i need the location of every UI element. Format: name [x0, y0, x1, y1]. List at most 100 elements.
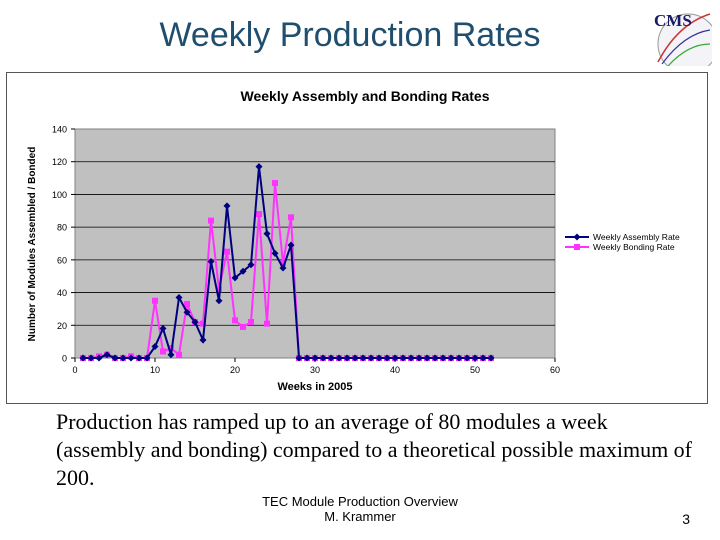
data-point: [431, 354, 439, 362]
data-point: [264, 320, 270, 327]
data-point: [208, 217, 214, 224]
x-axis-label: Weeks in 2005: [277, 381, 352, 393]
data-point: [351, 354, 359, 362]
data-point: [263, 230, 271, 238]
y-tick-label: 140: [52, 125, 67, 135]
data-point: [256, 211, 262, 218]
data-point: [319, 354, 327, 362]
x-tick-label: 20: [230, 365, 240, 375]
data-point: [280, 260, 286, 267]
gridlines: [75, 161, 555, 326]
x-tick-label: 0: [72, 365, 77, 375]
legend-label: Weekly Assembly Rate: [593, 232, 680, 242]
y-axis-label: Number of Modules Assembled / Bonded: [27, 147, 38, 342]
data-point: [167, 351, 175, 359]
data-point: [279, 264, 287, 272]
data-point: [407, 354, 415, 362]
data-point: [151, 343, 159, 351]
x-tick-label: 10: [150, 365, 160, 375]
data-point: [255, 163, 263, 171]
y-tick-label: 20: [57, 321, 67, 331]
chart-title: Weekly Assembly and Bonding Rates: [241, 88, 490, 104]
data-point: [127, 354, 135, 362]
data-point: [224, 248, 230, 255]
data-point: [119, 354, 127, 362]
data-point: [103, 351, 111, 359]
data-point: [375, 354, 383, 362]
data-point: [240, 323, 246, 330]
y-tick-label: 60: [57, 255, 67, 265]
footer-title: TEC Module Production Overview: [262, 494, 458, 509]
cms-logo: CMS: [648, 4, 719, 75]
data-point: [303, 354, 311, 362]
footer: TEC Module Production Overview M. Kramme…: [230, 494, 490, 524]
data-point: [87, 354, 95, 362]
data-point: [455, 354, 463, 362]
data-point: [199, 336, 207, 344]
legend-marker: [574, 244, 580, 250]
data-point: [287, 241, 295, 249]
data-point: [391, 354, 399, 362]
x-tick-label: 50: [470, 365, 480, 375]
data-point: [248, 319, 254, 326]
y-tick-label: 0: [62, 354, 67, 364]
data-point: [288, 214, 294, 221]
data-point: [152, 297, 158, 304]
series-assembly: [79, 163, 495, 362]
legend-marker: [573, 233, 581, 241]
data-point: [463, 354, 471, 362]
data-point: [487, 354, 495, 362]
page-number: 3: [682, 511, 690, 527]
data-point: [175, 293, 183, 301]
data-point: [143, 354, 151, 362]
legend-label: Weekly Bonding Rate: [593, 242, 675, 252]
data-point: [111, 354, 119, 362]
data-point: [335, 354, 343, 362]
data-point: [200, 320, 206, 327]
data-point: [231, 274, 239, 282]
data-point: [479, 354, 487, 362]
data-point: [367, 354, 375, 362]
series-layer: [79, 163, 495, 362]
data-point: [95, 354, 103, 362]
data-point: [183, 308, 191, 316]
data-point: [471, 354, 479, 362]
body-text: Production has ramped up to an average o…: [56, 409, 693, 490]
data-point: [415, 354, 423, 362]
data-point: [439, 354, 447, 362]
data-point: [423, 354, 431, 362]
data-point: [383, 354, 391, 362]
line-chart: Weekly Assembly and Bonding Rates 0 20 40 6…: [27, 88, 680, 393]
y-axis-ticks: 0 20 40 60 80 100 120 140: [52, 125, 75, 364]
data-point: [247, 261, 255, 269]
data-point: [215, 297, 223, 305]
data-point: [159, 325, 167, 333]
data-point: [176, 351, 182, 358]
data-point: [311, 354, 319, 362]
y-tick-label: 80: [57, 223, 67, 233]
data-point: [327, 354, 335, 362]
data-point: [271, 249, 279, 257]
chart-frame: Weekly Assembly and Bonding Rates 0 20 40 6…: [6, 72, 708, 404]
series-line: [83, 166, 491, 359]
data-point: [135, 354, 143, 362]
y-tick-label: 100: [52, 190, 67, 200]
data-point: [295, 354, 303, 362]
x-tick-label: 30: [310, 365, 320, 375]
data-point: [399, 354, 407, 362]
data-point: [359, 354, 367, 362]
data-point: [207, 257, 215, 265]
data-point: [160, 348, 166, 355]
data-point: [239, 267, 247, 275]
slide-title: Weekly Production Rates: [159, 16, 541, 54]
data-point: [184, 301, 190, 308]
data-point: [447, 354, 455, 362]
y-tick-label: 40: [57, 288, 67, 298]
x-tick-label: 40: [390, 365, 400, 375]
data-point: [223, 202, 231, 210]
data-point: [191, 318, 199, 326]
data-point: [343, 354, 351, 362]
x-tick-label: 60: [550, 365, 560, 375]
data-point: [272, 179, 278, 186]
